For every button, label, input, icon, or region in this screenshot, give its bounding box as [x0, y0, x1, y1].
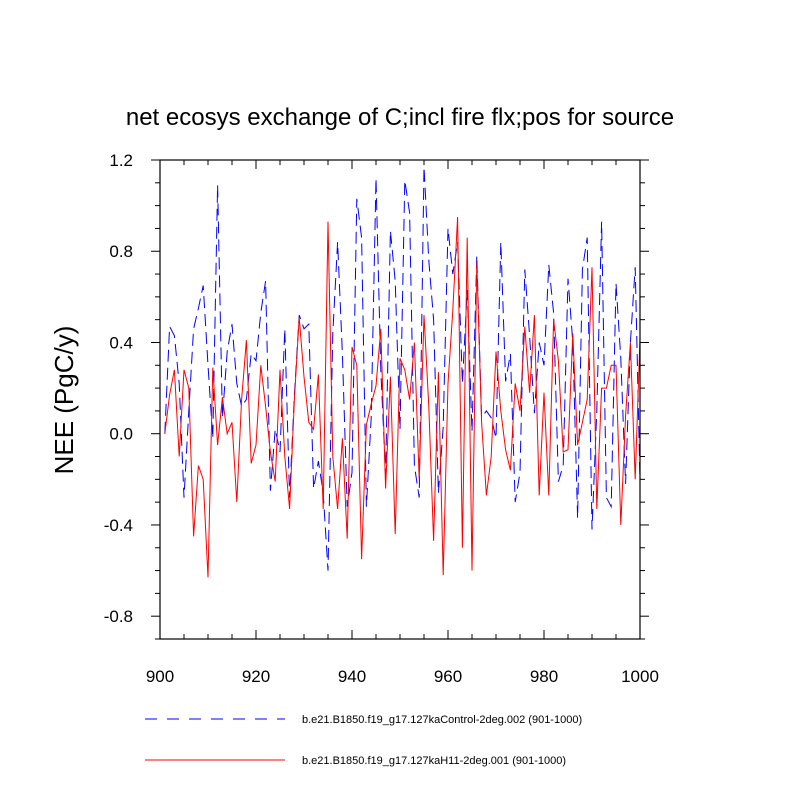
x-tick-label: 900 — [146, 667, 174, 686]
axis-ticks — [151, 159, 649, 640]
x-tick-label: 980 — [530, 667, 558, 686]
plot-frame — [159, 159, 641, 640]
series-line-2 — [164, 216, 641, 578]
legend: b.e21.B1850.f19_g17.127kaControl-2deg.00… — [145, 714, 582, 767]
x-tick-label: 960 — [434, 667, 462, 686]
y-tick-label: -0.4 — [104, 516, 133, 535]
y-tick-label: 0.4 — [109, 333, 133, 352]
series-line-1 — [164, 166, 641, 571]
chart-title: net ecosys exchange of C;incl fire flx;p… — [126, 104, 674, 131]
x-tick-label: 1000 — [621, 667, 659, 686]
y-tick-label: 0.8 — [109, 242, 133, 261]
legend-label-2: b.e21.B1850.f19_g17.127kaH11-2deg.001 (9… — [302, 755, 566, 767]
legend-label-1: b.e21.B1850.f19_g17.127kaControl-2deg.00… — [302, 714, 582, 726]
plot-series — [164, 166, 641, 578]
y-tick-label: -0.8 — [104, 607, 133, 626]
x-tick-label: 940 — [338, 667, 366, 686]
x-tick-label: 920 — [242, 667, 270, 686]
axis-tick-labels: 900 920 940 960 980 1000 -0.8 -0.4 0.0 0.4 0.8 1.2 — [104, 151, 659, 686]
y-tick-label: 0.0 — [109, 425, 133, 444]
y-tick-label: 1.2 — [109, 151, 133, 170]
y-axis-label: NEE (PgC/y) — [49, 326, 79, 475]
